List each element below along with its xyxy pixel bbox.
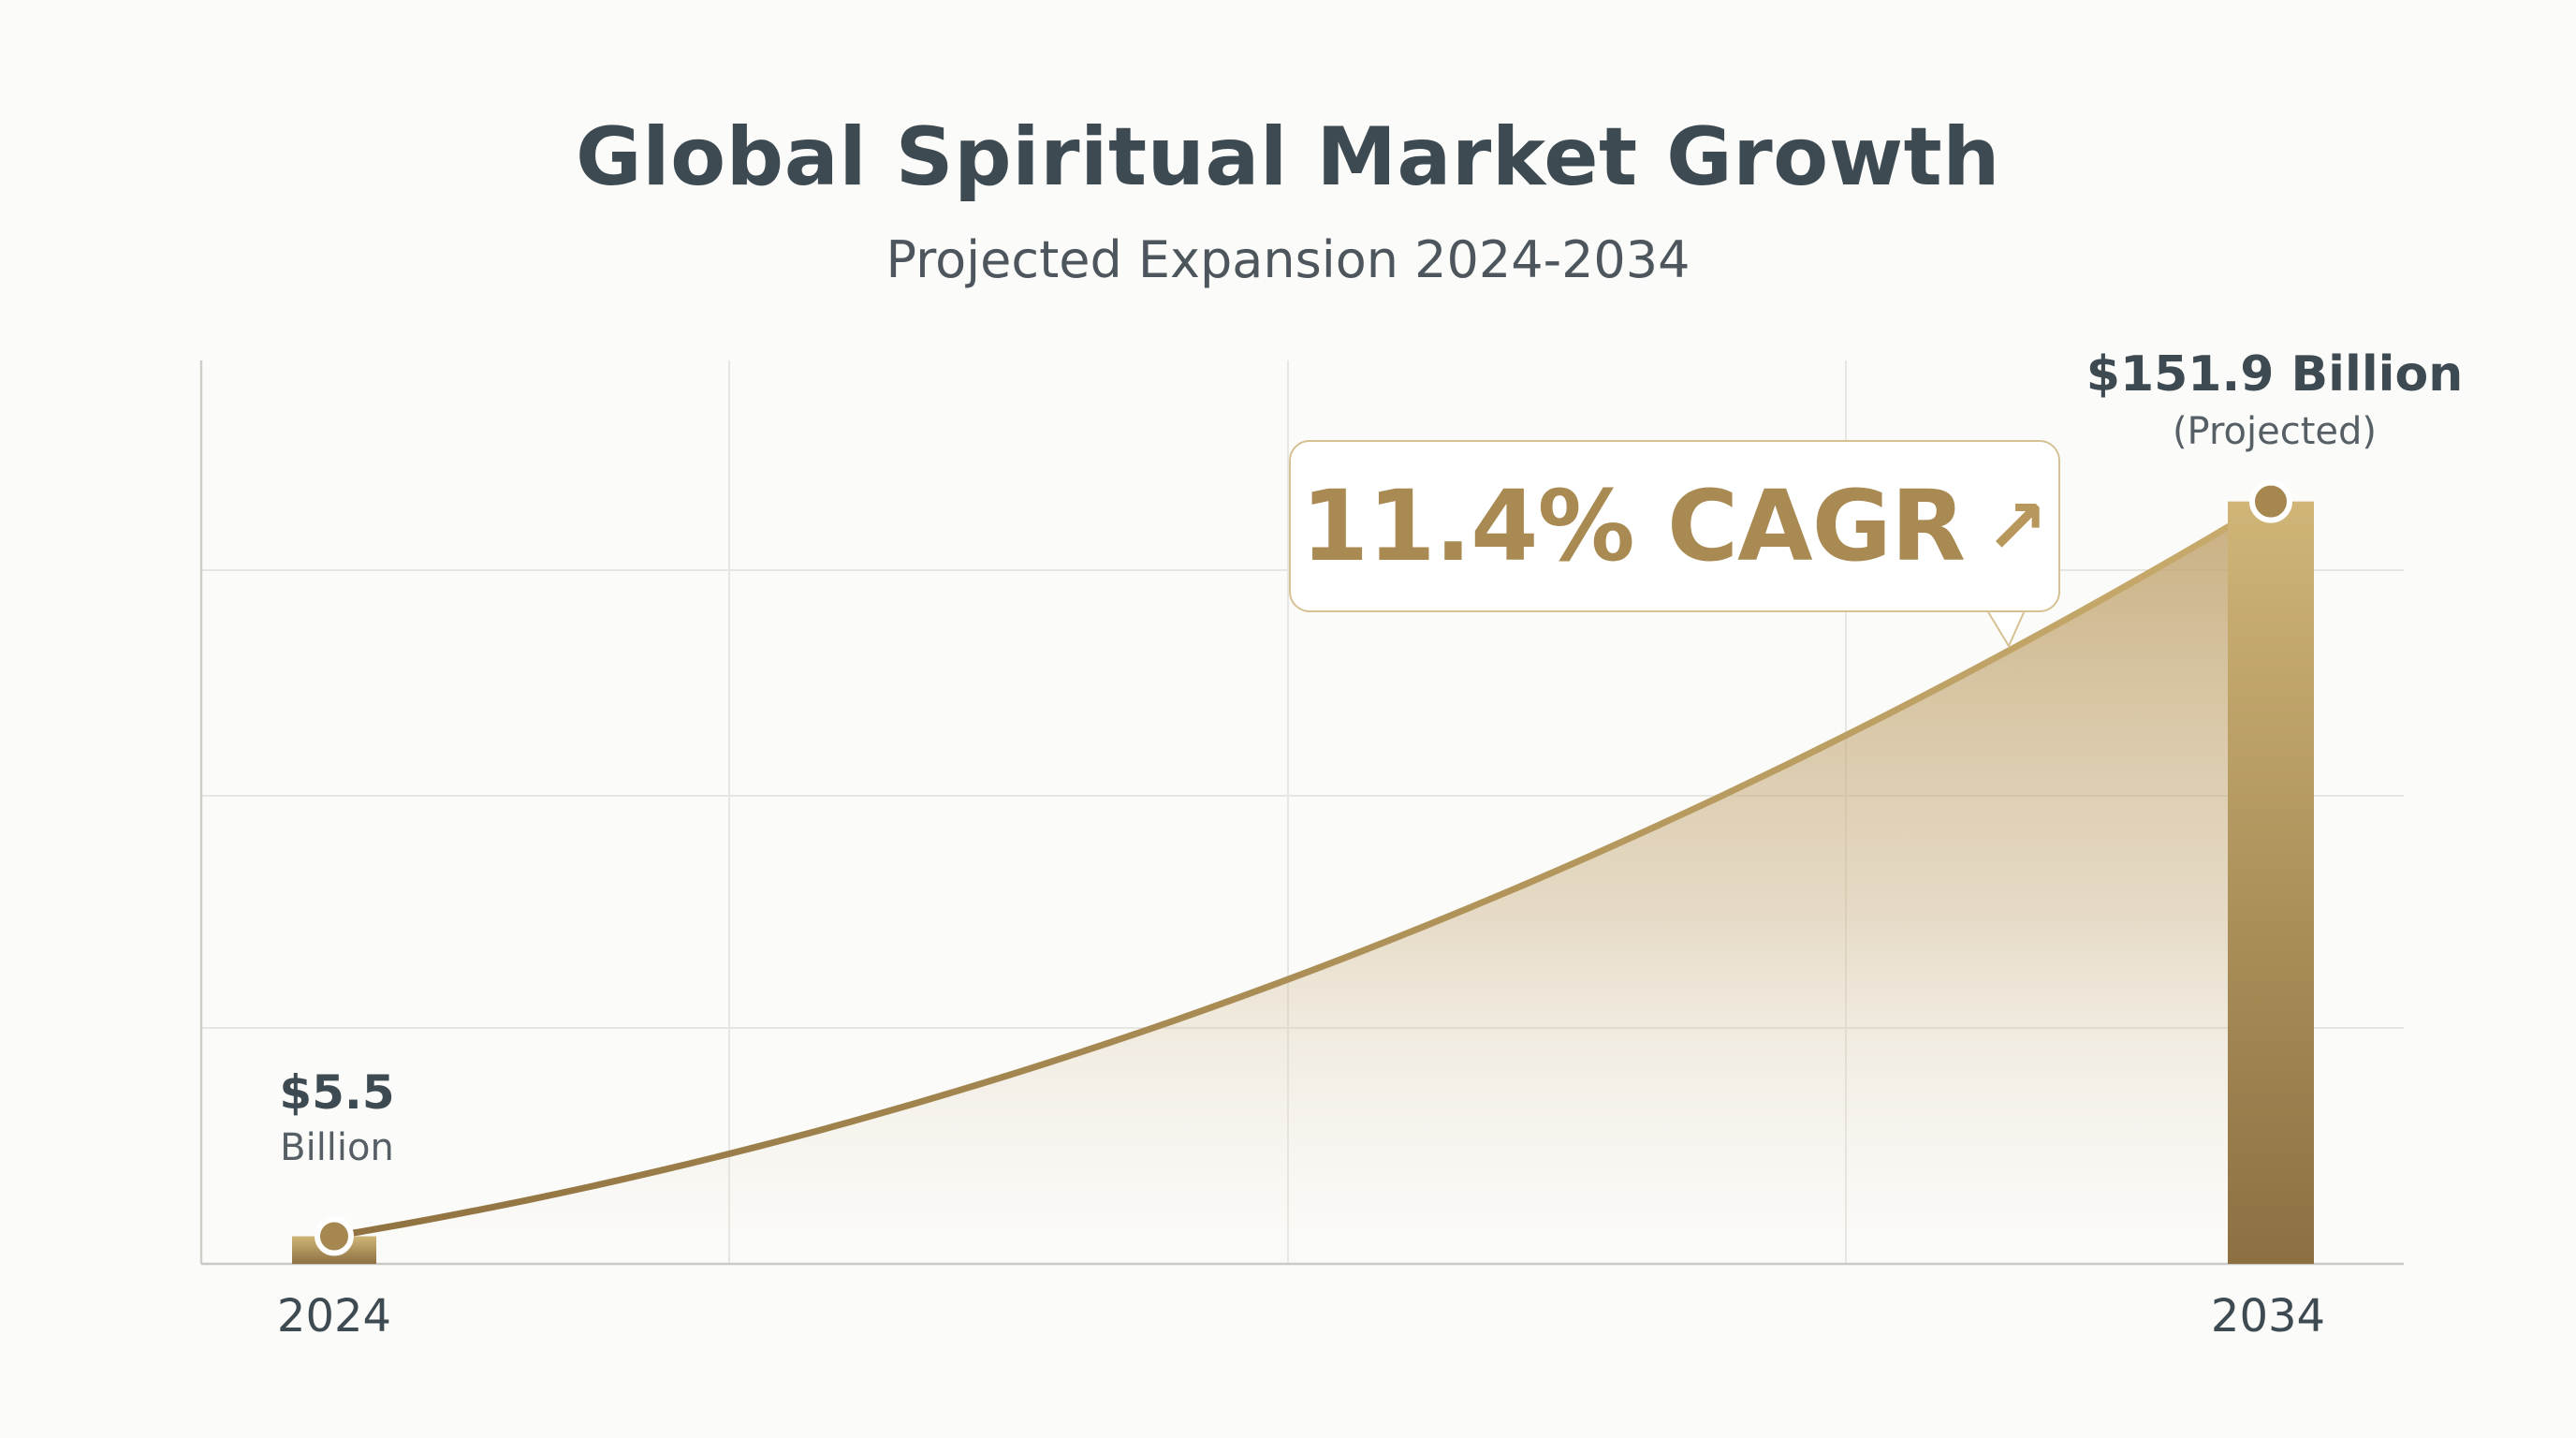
chart-title: Global Spiritual Market Growth: [576, 110, 2000, 204]
series-line: [330, 498, 2275, 1240]
callout-pointer: [1986, 609, 2026, 649]
data-label-2024-value: $5.5: [279, 1065, 395, 1120]
data-point-2024: [315, 1216, 354, 1256]
arrow-up-right-icon: ↗: [1985, 482, 2049, 570]
data-label-2024-unit: Billion: [280, 1126, 394, 1169]
x-tick-label-2024: 2024: [276, 1290, 392, 1343]
cagr-text: 11.4% CAGR: [1300, 469, 1966, 583]
growth-area-fill: [334, 501, 2271, 1264]
data-label-2034-value: $151.9 Billion: [2086, 346, 2464, 403]
x-tick-label-2034: 2034: [2210, 1290, 2326, 1343]
data-label-2034-note: (Projected): [2172, 410, 2378, 453]
data-point-2034: [2249, 479, 2292, 523]
chart-subtitle: Projected Expansion 2024-2034: [886, 230, 1690, 289]
bar-2034: [2228, 501, 2314, 1264]
cagr-callout: 11.4% CAGR ↗: [1289, 440, 2060, 612]
